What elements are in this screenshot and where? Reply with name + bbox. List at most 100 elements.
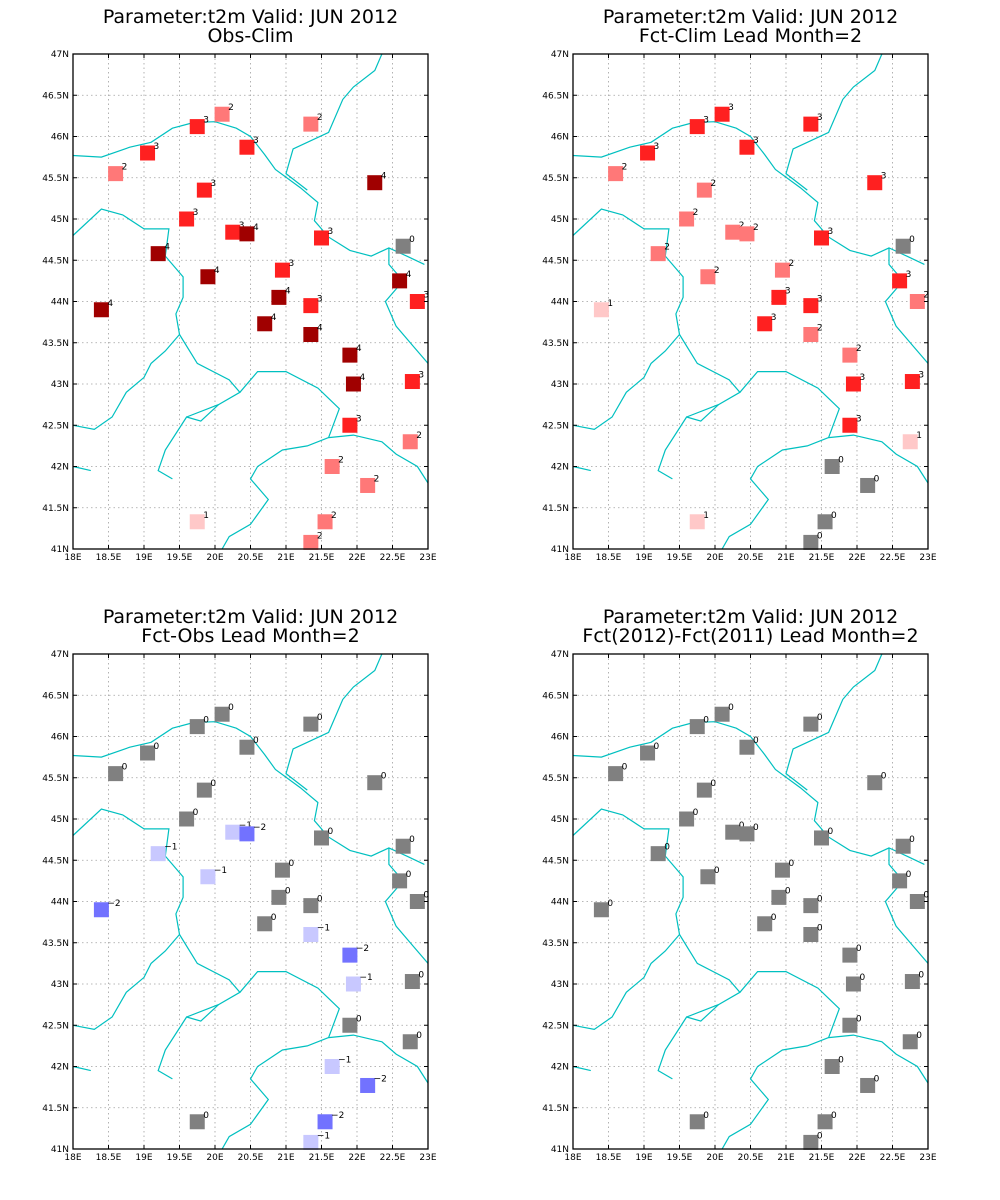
station-marker xyxy=(271,889,287,905)
station-marker xyxy=(314,830,329,846)
y-tick-label: 45N xyxy=(51,815,69,825)
station-marker xyxy=(725,824,741,840)
x-tick-label: 18.5E xyxy=(96,553,122,563)
station-value-label: 3 xyxy=(859,373,865,383)
station-value-label: 0 xyxy=(418,971,424,981)
station-value-label: 2 xyxy=(228,103,234,113)
y-tick-label: 46.5N xyxy=(42,91,69,101)
station-value-label: 0 xyxy=(753,823,759,833)
station-marker xyxy=(696,182,712,198)
station-marker xyxy=(404,374,420,390)
country-borders xyxy=(572,653,929,1150)
station-marker xyxy=(714,106,730,122)
station-value-label: 0 xyxy=(909,235,915,245)
y-tick-label: 44.5N xyxy=(542,256,569,266)
station-marker xyxy=(892,873,908,889)
border-line xyxy=(828,434,929,484)
y-tick-label: 46N xyxy=(551,733,569,743)
station-marker xyxy=(345,376,361,392)
border-line xyxy=(572,208,645,236)
border-line xyxy=(721,371,840,550)
station-value-label: 3 xyxy=(253,136,259,146)
station-value-label: −1 xyxy=(164,843,177,853)
y-tick-label: 42.5N xyxy=(542,421,569,431)
x-tick-label: 22E xyxy=(848,1153,865,1163)
station-value-label: 2 xyxy=(753,223,759,233)
station-value-label: 3 xyxy=(423,291,429,301)
station-marker xyxy=(689,514,705,530)
station-marker xyxy=(860,477,876,493)
x-tick-label: 21E xyxy=(277,553,294,563)
station-value-label: 0 xyxy=(838,1056,844,1066)
border-line xyxy=(686,404,719,418)
x-tick-label: 21.5E xyxy=(809,553,835,563)
station-value-label: 3 xyxy=(785,286,791,296)
station-marker xyxy=(803,927,819,942)
station-value-label: 0 xyxy=(271,913,277,923)
x-tick-label: 19.5E xyxy=(667,553,693,563)
station-marker xyxy=(395,238,411,254)
station-value-label: 4 xyxy=(253,223,259,233)
station-marker xyxy=(150,246,166,262)
border-line xyxy=(572,721,925,865)
x-tick-label: 20.5E xyxy=(738,1153,764,1163)
border-line xyxy=(572,808,645,836)
x-tick-label: 19E xyxy=(135,553,152,563)
station-marker xyxy=(771,889,787,905)
x-tick-label: 18.5E xyxy=(96,1153,122,1163)
station-value-label: 0 xyxy=(409,835,415,845)
station-marker xyxy=(700,269,716,285)
station-marker xyxy=(803,716,819,732)
x-tick-label: 19E xyxy=(135,1153,152,1163)
border-line xyxy=(157,334,241,480)
station-value-label: 3 xyxy=(193,208,199,218)
x-tick-label: 22.5E xyxy=(380,553,406,563)
station-value-label: 0 xyxy=(710,779,716,789)
station-marker xyxy=(303,327,319,342)
station-value-label: 4 xyxy=(285,286,291,296)
x-tick-label: 18.5E xyxy=(596,1153,622,1163)
x-tick-label: 23E xyxy=(919,553,936,563)
x-tick-label: 21.5E xyxy=(809,1153,835,1163)
border-line xyxy=(285,653,383,791)
station-value-label: 4 xyxy=(107,299,113,309)
y-tick-label: 42N xyxy=(51,463,69,473)
y-tick-label: 45N xyxy=(551,215,569,225)
station-marker xyxy=(842,1017,858,1033)
border-line xyxy=(657,934,741,1080)
x-tick-label: 22.5E xyxy=(880,553,906,563)
x-tick-label: 21.5E xyxy=(309,1153,335,1163)
station-value-label: 3 xyxy=(328,227,334,237)
station-marker xyxy=(409,894,425,909)
y-tick-label: 46N xyxy=(551,133,569,143)
station-marker xyxy=(803,898,819,914)
x-tick-label: 22E xyxy=(848,553,865,563)
station-value-label: 0 xyxy=(703,1111,709,1121)
y-tick-label: 45.5N xyxy=(42,174,69,184)
border-line xyxy=(72,465,91,472)
map-panel-1: Parameter:t2m Valid: JUN 2012Obs-Clim423… xyxy=(42,6,437,563)
station-value-label: 0 xyxy=(874,474,880,484)
station-value-label: 0 xyxy=(753,736,759,746)
station-value-label: 2 xyxy=(817,324,823,334)
y-tick-label: 44N xyxy=(51,898,69,908)
station-marker xyxy=(817,514,833,530)
y-tick-label: 43N xyxy=(51,980,69,990)
panel-title: Parameter:t2m Valid: JUN 2012 xyxy=(603,606,898,628)
station-value-label: 2 xyxy=(622,163,628,173)
station-marker xyxy=(93,302,109,318)
station-marker xyxy=(274,262,290,278)
station-value-label: 3 xyxy=(288,259,294,269)
station-marker xyxy=(189,514,205,530)
station-value-label: 0 xyxy=(859,973,865,983)
y-tick-label: 42N xyxy=(551,1063,569,1073)
station-marker xyxy=(814,230,829,246)
station-marker xyxy=(757,316,773,332)
station-marker xyxy=(902,1034,918,1050)
border-line xyxy=(572,465,591,472)
station-marker xyxy=(904,974,920,990)
station-value-label: −1 xyxy=(214,866,227,876)
station-marker xyxy=(179,211,195,227)
